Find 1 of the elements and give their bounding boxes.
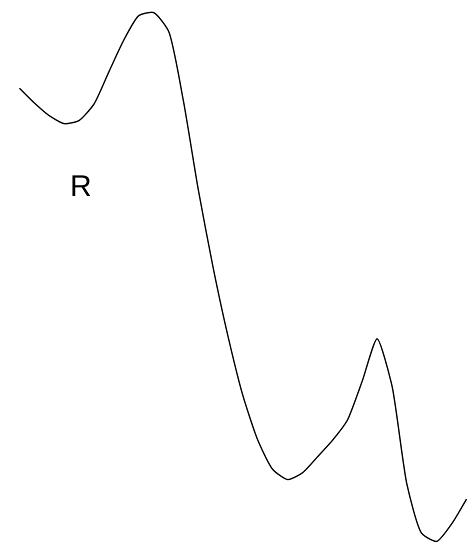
annotation: R	[70, 170, 92, 203]
